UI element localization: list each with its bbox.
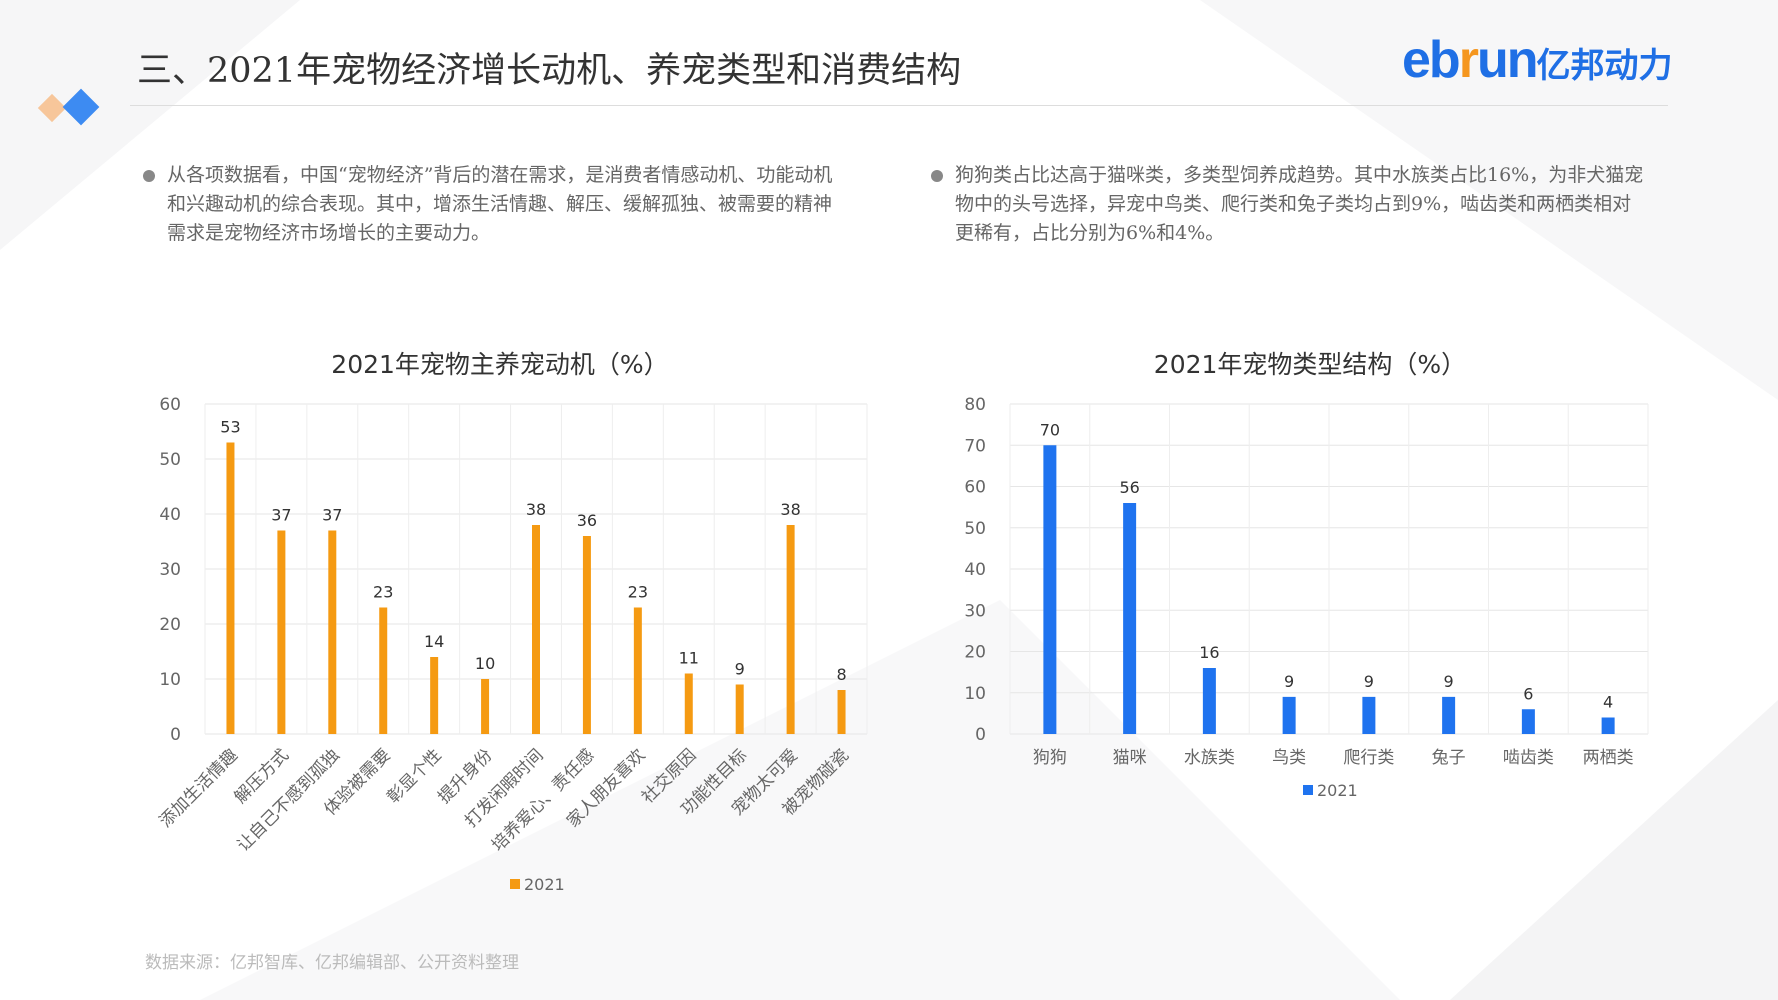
- bar: [226, 442, 235, 734]
- x-tick-label: 兔子: [1432, 748, 1466, 768]
- divider: [130, 105, 1668, 106]
- legend-label: 2021: [1317, 781, 1358, 800]
- x-tick-label: 啮齿类: [1503, 748, 1554, 768]
- bullet-left: 从各项数据看，中国“宠物经济”背后的潜在需求，是消费者情感动机、功能动机和兴趣动…: [143, 161, 847, 248]
- data-label: 9: [1444, 672, 1454, 691]
- bar: [430, 657, 439, 734]
- bar: [1601, 717, 1615, 734]
- bar: [786, 525, 795, 734]
- chart-title-pet-type: 2021年宠物类型结构（%）: [1153, 350, 1467, 379]
- chart-title-motivation: 2021年宠物主养宠动机（%）: [331, 350, 669, 379]
- bullet-dot: [143, 170, 155, 182]
- data-label: 38: [780, 500, 800, 519]
- data-label: 70: [1040, 420, 1060, 439]
- data-source: 数据来源：亿邦智库、亿邦编辑部、公开资料整理: [145, 953, 519, 973]
- data-label: 10: [475, 654, 495, 673]
- bullet-right: 狗狗类占比达高于猫咪类，多类型饲养成趋势。其中水族类占比16%，为非犬猫宠物中的…: [931, 161, 1645, 248]
- data-label: 53: [220, 418, 240, 437]
- bar: [633, 607, 642, 734]
- bar: [1282, 696, 1296, 734]
- y-tick-label: 20: [964, 643, 986, 663]
- bullet-text: 从各项数据看，中国“宠物经济”背后的潜在需求，是消费者情感动机、功能动机和兴趣动…: [167, 164, 833, 244]
- y-tick-label: 50: [964, 519, 986, 539]
- data-label: 56: [1119, 478, 1139, 497]
- bar: [684, 673, 693, 734]
- x-tick-label: 爬行类: [1343, 748, 1394, 768]
- data-label: 8: [836, 665, 846, 684]
- bar: [837, 690, 846, 734]
- page-title: 三、2021年宠物经济增长动机、养宠类型和消费结构: [137, 51, 962, 91]
- legend-label: 2021: [524, 875, 565, 894]
- data-label: 37: [271, 506, 291, 525]
- legend-swatch: [510, 879, 520, 889]
- y-tick-label: 0: [170, 725, 181, 745]
- bar: [532, 525, 540, 734]
- x-tick-label: 两栖类: [1583, 748, 1634, 768]
- data-label: 14: [424, 632, 444, 651]
- y-tick-label: 10: [159, 670, 181, 690]
- data-label: 4: [1603, 693, 1613, 712]
- data-label: 11: [679, 649, 699, 668]
- bar: [1202, 668, 1216, 734]
- data-label: 23: [628, 583, 648, 602]
- y-tick-label: 20: [159, 615, 181, 635]
- y-tick-label: 50: [159, 450, 181, 470]
- data-label: 37: [322, 506, 342, 525]
- bar: [1362, 696, 1376, 734]
- bar: [1442, 696, 1456, 734]
- data-label: 9: [1364, 672, 1374, 691]
- y-tick-label: 30: [159, 560, 181, 580]
- x-tick-label: 猫咪: [1113, 748, 1147, 768]
- bullet-text: 狗狗类占比达高于猫咪类，多类型饲养成趋势。其中水族类占比16%，为非犬猫宠物中的…: [955, 164, 1644, 244]
- bar: [735, 684, 744, 734]
- data-label: 36: [577, 511, 597, 530]
- x-tick-label: 水族类: [1184, 748, 1235, 768]
- x-tick-label: 狗狗: [1033, 748, 1067, 768]
- bar: [481, 679, 490, 734]
- data-label: 6: [1523, 684, 1533, 703]
- bar: [1043, 445, 1057, 734]
- x-tick-label: 添加生活情趣: [156, 745, 242, 831]
- bar: [328, 530, 337, 734]
- bar: [582, 536, 591, 734]
- ebrun-logo: ebrun亿邦动力: [1402, 31, 1673, 89]
- data-label: 9: [735, 660, 745, 679]
- y-tick-label: 60: [964, 478, 986, 498]
- bar: [379, 607, 388, 734]
- data-label: 38: [526, 500, 546, 519]
- x-tick-label: 鸟类: [1272, 748, 1306, 768]
- y-tick-label: 80: [964, 395, 986, 415]
- bar: [1123, 503, 1137, 734]
- bar: [277, 530, 286, 734]
- data-label: 16: [1199, 643, 1219, 662]
- bullet-dot: [931, 170, 943, 182]
- y-tick-label: 30: [964, 601, 986, 621]
- x-tick-label: 彰显个性: [383, 745, 445, 807]
- y-tick-label: 70: [964, 436, 986, 456]
- y-tick-label: 10: [964, 684, 986, 704]
- y-tick-label: 40: [964, 560, 986, 580]
- data-label: 23: [373, 583, 393, 602]
- bar: [1521, 709, 1535, 734]
- legend-swatch: [1303, 785, 1313, 795]
- y-tick-label: 40: [159, 505, 181, 525]
- data-label: 9: [1284, 672, 1294, 691]
- y-tick-label: 0: [975, 725, 986, 745]
- y-tick-label: 60: [159, 395, 181, 415]
